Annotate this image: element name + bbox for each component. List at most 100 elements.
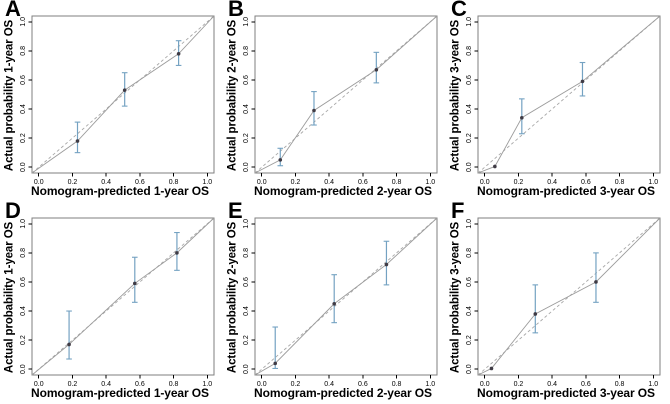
svg-text:0.0: 0.0	[480, 381, 490, 388]
svg-text:0.4: 0.4	[324, 381, 334, 388]
panel-f-x-axis-label: Nomogram-predicted 3-year OS	[477, 386, 655, 400]
svg-text:0.6: 0.6	[581, 381, 591, 388]
svg-text:1.0: 1.0	[425, 381, 435, 388]
svg-text:0.8: 0.8	[243, 46, 250, 56]
panel-e-plot: 0.0 0.0 0.2 0.2 0.4 0.4 0.6 0.6 0.8 0.8 1.0 1.0	[243, 217, 438, 388]
panel-a-plot: 0.0 0.0 0.2 0.2 0.4 0.4 0.6 0.6 0.8 0.8 1.0 1.0	[20, 15, 215, 186]
panel-e-letter: E	[228, 198, 243, 223]
svg-text:0.4: 0.4	[324, 179, 334, 186]
panel-a: 0.0 0.0 0.2 0.2 0.4 0.4 0.6 0.6 0.8 0.8 1.0 1.0 A A…	[0, 0, 223, 202]
svg-text:0.0: 0.0	[480, 179, 490, 186]
panel-b-letter: B	[228, 0, 244, 21]
svg-text:1.0: 1.0	[202, 381, 212, 388]
panel-e-x-axis-label: Nomogram-predicted 2-year OS	[254, 386, 432, 400]
svg-text:0.2: 0.2	[20, 133, 27, 143]
svg-text:0.2: 0.2	[243, 133, 250, 143]
panel-a-x-axis-label: Nomogram-predicted 1-year OS	[31, 184, 209, 198]
svg-text:0.4: 0.4	[547, 381, 557, 388]
svg-text:0.8: 0.8	[466, 46, 473, 56]
panel-f-letter: F	[451, 198, 465, 223]
svg-text:0.8: 0.8	[392, 381, 402, 388]
svg-text:0.2: 0.2	[68, 179, 78, 186]
svg-text:0.6: 0.6	[466, 277, 473, 287]
panel-a-y-axis-label: Actual probability 1-year OS	[3, 19, 16, 172]
svg-text:0.4: 0.4	[101, 179, 111, 186]
svg-text:0.0: 0.0	[243, 364, 250, 374]
svg-text:0.6: 0.6	[358, 179, 368, 186]
panel-d-plot: 0.0 0.0 0.2 0.2 0.4 0.4 0.6 0.6 0.8 0.8 1.0 1.0	[20, 217, 215, 388]
svg-text:1.0: 1.0	[466, 219, 473, 229]
svg-text:0.6: 0.6	[135, 179, 145, 186]
svg-text:0.8: 0.8	[243, 248, 250, 258]
svg-text:0.0: 0.0	[466, 162, 473, 172]
svg-text:0.0: 0.0	[466, 364, 473, 374]
svg-text:0.2: 0.2	[291, 381, 301, 388]
svg-text:0.6: 0.6	[135, 381, 145, 388]
svg-text:0.0: 0.0	[257, 179, 267, 186]
panel-a-letter: A	[5, 0, 21, 21]
svg-text:0.8: 0.8	[20, 248, 27, 258]
svg-text:1.0: 1.0	[648, 179, 658, 186]
svg-text:1.0: 1.0	[648, 381, 658, 388]
svg-text:0.2: 0.2	[514, 179, 524, 186]
svg-text:0.8: 0.8	[466, 248, 473, 258]
panel-b-x-axis-label: Nomogram-predicted 2-year OS	[254, 184, 432, 198]
svg-text:1.0: 1.0	[20, 219, 27, 229]
panel-c: 0.0 0.0 0.2 0.2 0.4 0.4 0.6 0.6 0.8 0.8 1.0 1.0 C A…	[446, 0, 669, 202]
panel-c-x-axis-label: Nomogram-predicted 3-year OS	[477, 184, 655, 198]
svg-text:0.8: 0.8	[169, 179, 179, 186]
svg-text:0.0: 0.0	[243, 162, 250, 172]
svg-text:0.8: 0.8	[20, 46, 27, 56]
svg-text:0.2: 0.2	[514, 381, 524, 388]
panel-c-letter: C	[451, 0, 467, 21]
panel-c-y-axis-label: Actual probability 3-year OS	[449, 19, 462, 172]
svg-text:0.4: 0.4	[243, 306, 250, 316]
svg-text:0.2: 0.2	[243, 335, 250, 345]
panel-f-plot: 0.0 0.0 0.2 0.2 0.4 0.4 0.6 0.6 0.8 0.8 1.0 1.0	[466, 217, 661, 388]
svg-text:0.4: 0.4	[20, 306, 27, 316]
panel-b-y-axis-label: Actual probability 2-year OS	[226, 19, 239, 172]
svg-text:1.0: 1.0	[202, 179, 212, 186]
svg-text:0.4: 0.4	[101, 381, 111, 388]
panel-b: 0.0 0.0 0.2 0.2 0.4 0.4 0.6 0.6 0.8 0.8 1.0 1.0 B A…	[223, 0, 446, 202]
svg-text:0.6: 0.6	[358, 381, 368, 388]
svg-text:0.4: 0.4	[547, 179, 557, 186]
svg-text:0.6: 0.6	[466, 75, 473, 85]
svg-text:0.8: 0.8	[615, 179, 625, 186]
svg-text:0.0: 0.0	[20, 162, 27, 172]
svg-text:0.8: 0.8	[615, 381, 625, 388]
svg-text:0.2: 0.2	[68, 381, 78, 388]
svg-text:0.8: 0.8	[169, 381, 179, 388]
svg-text:0.2: 0.2	[466, 335, 473, 345]
svg-text:0.4: 0.4	[466, 104, 473, 114]
svg-text:0.2: 0.2	[466, 133, 473, 143]
panel-e: 0.0 0.0 0.2 0.2 0.4 0.4 0.6 0.6 0.8 0.8 1.0 1.0 E A…	[223, 198, 446, 404]
svg-text:0.4: 0.4	[243, 104, 250, 114]
svg-text:0.6: 0.6	[243, 75, 250, 85]
svg-text:1.0: 1.0	[20, 17, 27, 27]
panel-d-letter: D	[5, 198, 21, 223]
svg-text:0.4: 0.4	[466, 306, 473, 316]
svg-text:0.8: 0.8	[392, 179, 402, 186]
svg-text:0.6: 0.6	[581, 179, 591, 186]
panel-e-y-axis-label: Actual probability 2-year OS	[226, 221, 239, 374]
svg-text:0.6: 0.6	[20, 75, 27, 85]
svg-text:1.0: 1.0	[243, 17, 250, 27]
svg-text:1.0: 1.0	[425, 179, 435, 186]
svg-text:0.6: 0.6	[243, 277, 250, 287]
panel-d-x-axis-label: Nomogram-predicted 1-year OS	[31, 386, 209, 400]
svg-text:1.0: 1.0	[466, 17, 473, 27]
svg-text:0.0: 0.0	[257, 381, 267, 388]
svg-text:0.0: 0.0	[34, 179, 44, 186]
svg-text:0.0: 0.0	[20, 364, 27, 374]
panel-f-y-axis-label: Actual probability 3-year OS	[449, 221, 462, 374]
panel-c-plot: 0.0 0.0 0.2 0.2 0.4 0.4 0.6 0.6 0.8 0.8 1.0 1.0	[466, 15, 661, 186]
panel-d: 0.0 0.0 0.2 0.2 0.4 0.4 0.6 0.6 0.8 0.8 1.0 1.0 D A…	[0, 198, 223, 404]
svg-text:0.2: 0.2	[20, 335, 27, 345]
panel-f: 0.0 0.0 0.2 0.2 0.4 0.4 0.6 0.6 0.8 0.8 1.0 1.0 F A…	[446, 198, 669, 404]
svg-text:0.4: 0.4	[20, 104, 27, 114]
svg-text:1.0: 1.0	[243, 219, 250, 229]
svg-text:0.0: 0.0	[34, 381, 44, 388]
panel-b-plot: 0.0 0.0 0.2 0.2 0.4 0.4 0.6 0.6 0.8 0.8 1.0 1.0	[243, 15, 438, 186]
